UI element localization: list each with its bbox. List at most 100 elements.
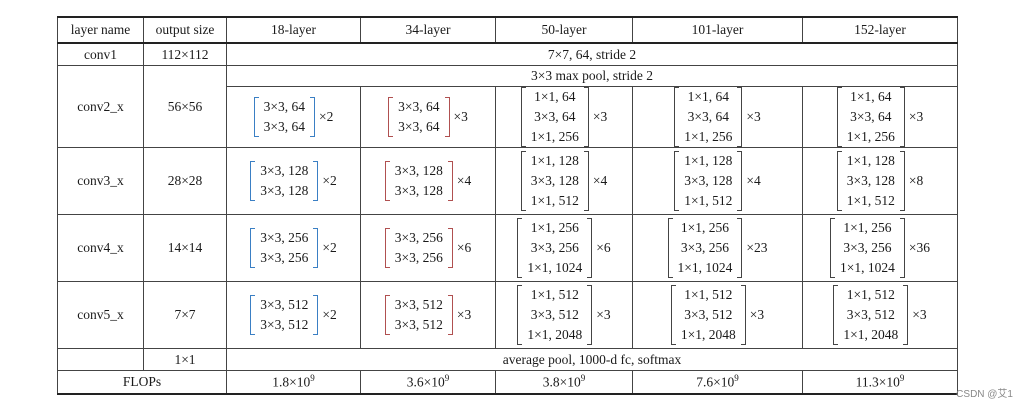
conv4-size: 14×14 [143, 214, 227, 282]
maxpool-spec: 3×3 max pool, stride 2 [226, 65, 958, 87]
flops-18: 1.8×109 [226, 370, 361, 395]
avgpool-spec: average pool, 1000-d fc, softmax [226, 348, 958, 371]
conv2-size: 56×56 [143, 65, 227, 148]
block-multiplier: ×3 [908, 109, 924, 124]
header-152-layer: 152-layer [802, 16, 958, 44]
block-group: 1×1, 128 3×3, 128 1×1, 512 ×8 [836, 151, 923, 211]
block-group: 3×3, 256 3×3, 256 ×6 [384, 228, 472, 268]
maxpool-row: conv2_x 56×56 3×3 max pool, stride 2 [57, 65, 958, 148]
block-line: 1×1, 512 [684, 287, 733, 302]
bracket: 3×3, 512 3×3, 512 [250, 295, 319, 335]
block-group: 3×3, 64 3×3, 64 ×3 [388, 97, 468, 137]
block-multiplier: ×2 [322, 240, 337, 255]
header-layer-name: layer name [57, 16, 144, 44]
block-line: 1×1, 2048 [843, 327, 899, 342]
block-multiplier: ×3 [596, 307, 611, 322]
conv4-name: conv4_x [57, 214, 144, 282]
block-line: 1×1, 64 [850, 89, 892, 104]
block-group: 1×1, 256 3×3, 256 1×1, 1024 ×6 [517, 218, 611, 278]
block-line: 3×3, 512 [846, 307, 895, 322]
conv2-152-cell: 1×1, 64 3×3, 64 1×1, 256 ×3 [802, 86, 958, 148]
conv5-50-cell: 1×1, 512 3×3, 512 1×1, 2048 ×3 [495, 281, 633, 349]
block-group: 1×1, 64 3×3, 64 1×1, 256 ×3 [674, 87, 761, 147]
block-group: 3×3, 128 3×3, 128 ×4 [384, 161, 471, 201]
flops-152: 11.3×109 [802, 370, 958, 395]
conv4-34-cell: 3×3, 256 3×3, 256 ×6 [360, 214, 496, 282]
flops-row: FLOPs 1.8×109 3.6×109 3.8×109 7.6×109 11… [57, 370, 958, 395]
block-line: 1×1, 256 [684, 129, 733, 144]
conv4-row: conv4_x 14×14 3×3, 256 3×3, 256 ×2 3×3, 25… [57, 214, 958, 282]
bracket: 1×1, 512 3×3, 512 1×1, 2048 [670, 285, 746, 345]
header-101-layer: 101-layer [632, 16, 803, 44]
block-line: 1×1, 2048 [527, 327, 583, 342]
bracket: 1×1, 64 3×3, 64 1×1, 256 [520, 87, 589, 147]
block-line: 3×3, 64 [263, 119, 305, 134]
watermark: CSDN @艾1 [956, 389, 1013, 400]
bracket: 1×1, 64 3×3, 64 1×1, 256 [674, 87, 743, 147]
block-line: 3×3, 512 [530, 307, 579, 322]
block-line: 1×1, 512 [530, 193, 579, 208]
block-multiplier: ×4 [592, 173, 608, 188]
bracket: 1×1, 128 3×3, 128 1×1, 512 [520, 151, 589, 211]
block-group: 1×1, 512 3×3, 512 1×1, 2048 ×3 [833, 285, 927, 345]
bracket: 3×3, 64 3×3, 64 [388, 97, 450, 137]
block-line: 3×3, 128 [394, 163, 443, 178]
flops-101: 7.6×109 [632, 370, 803, 395]
block-line: 1×1, 1024 [840, 260, 895, 275]
block-multiplier: ×3 [749, 307, 765, 322]
conv2-row: 3×3, 64 3×3, 64 ×2 3×3, 64 3×3, 64 ×3 1×1, 6… [58, 86, 958, 148]
block-group: 1×1, 256 3×3, 256 1×1, 1024 ×36 [830, 218, 930, 278]
header-18-layer: 18-layer [226, 16, 361, 44]
block-multiplier: ×2 [319, 109, 334, 124]
block-line: 1×1, 256 [843, 220, 892, 235]
conv2-18-cell: 3×3, 64 3×3, 64 ×2 [226, 86, 361, 148]
block-multiplier: ×6 [456, 240, 472, 255]
block-line: 1×1, 512 [530, 287, 579, 302]
block-line: 1×1, 64 [687, 89, 729, 104]
block-group: 1×1, 64 3×3, 64 1×1, 256 ×3 [520, 87, 608, 147]
bracket: 1×1, 128 3×3, 128 1×1, 512 [674, 151, 743, 211]
block-line: 1×1, 128 [846, 153, 895, 168]
block-group: 3×3, 64 3×3, 64 ×2 [253, 97, 334, 137]
block-line: 1×1, 256 [846, 129, 895, 144]
block-line: 1×1, 2048 [680, 327, 736, 342]
block-line: 3×3, 256 [394, 230, 443, 245]
conv1-row: conv1 112×112 7×7, 64, stride 2 [57, 43, 958, 66]
block-line: 3×3, 128 [260, 183, 309, 198]
block-line: 1×1, 512 [846, 287, 895, 302]
flops-50: 3.8×109 [495, 370, 633, 395]
conv1-name: conv1 [57, 43, 144, 66]
block-group: 3×3, 512 3×3, 512 ×2 [250, 295, 337, 335]
block-multiplier: ×36 [908, 240, 930, 255]
conv2-50-cell: 1×1, 64 3×3, 64 1×1, 256 ×3 [495, 86, 633, 148]
block-multiplier: ×6 [596, 240, 611, 255]
bracket: 3×3, 128 3×3, 128 [250, 161, 319, 201]
block-group: 3×3, 128 3×3, 128 ×2 [250, 161, 337, 201]
bracket: 1×1, 256 3×3, 256 1×1, 1024 [667, 218, 743, 278]
block-line: 1×1, 512 [684, 193, 733, 208]
conv2-34-cell: 3×3, 64 3×3, 64 ×3 [360, 86, 496, 148]
conv4-18-cell: 3×3, 256 3×3, 256 ×2 [226, 214, 361, 282]
conv4-50-cell: 1×1, 256 3×3, 256 1×1, 1024 ×6 [495, 214, 633, 282]
block-multiplier: ×23 [746, 240, 768, 255]
block-line: 1×1, 128 [530, 153, 579, 168]
block-line: 3×3, 64 [398, 99, 440, 114]
conv5-34-cell: 3×3, 512 3×3, 512 ×3 [360, 281, 496, 349]
block-line: 3×3, 64 [398, 119, 440, 134]
block-line: 3×3, 64 [687, 109, 729, 124]
block-group: 3×3, 256 3×3, 256 ×2 [250, 228, 337, 268]
block-line: 3×3, 512 [260, 317, 309, 332]
block-multiplier: ×3 [912, 307, 927, 322]
avgpool-name [57, 348, 144, 371]
block-multiplier: ×3 [592, 109, 608, 124]
bracket: 1×1, 512 3×3, 512 1×1, 2048 [833, 285, 909, 345]
conv2-name: conv2_x [57, 65, 144, 148]
conv5-18-cell: 3×3, 512 3×3, 512 ×2 [226, 281, 361, 349]
block-line: 1×1, 256 [680, 220, 729, 235]
bracket: 1×1, 256 3×3, 256 1×1, 1024 [517, 218, 593, 278]
block-line: 3×3, 256 [530, 240, 579, 255]
block-line: 3×3, 512 [684, 307, 733, 322]
block-line: 3×3, 128 [260, 163, 309, 178]
block-line: 3×3, 64 [263, 99, 305, 114]
block-group: 3×3, 512 3×3, 512 ×3 [384, 295, 471, 335]
